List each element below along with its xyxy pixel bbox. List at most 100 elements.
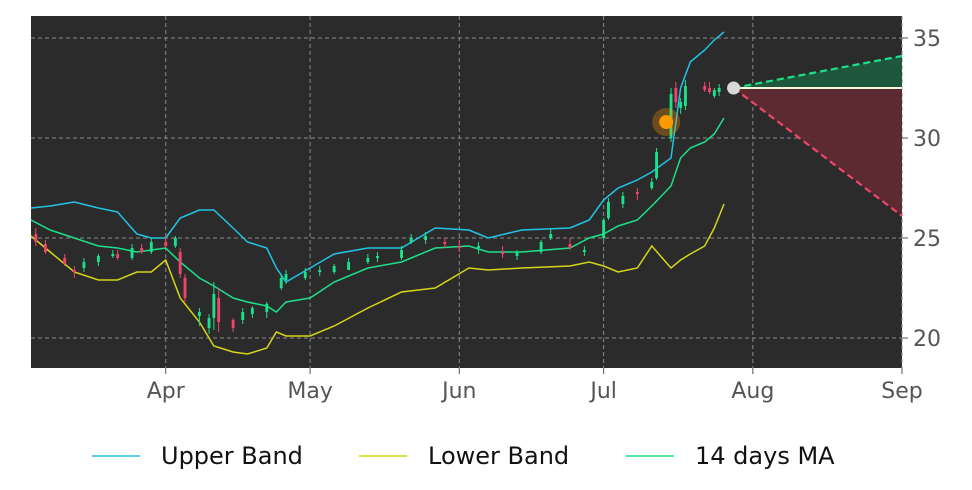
candle	[173, 236, 177, 248]
candle	[650, 178, 654, 190]
candle-body	[265, 304, 269, 312]
plot-background	[31, 16, 902, 368]
candle	[712, 88, 716, 98]
candle-body	[63, 258, 67, 264]
signal-marker	[659, 115, 674, 129]
candle-body	[409, 238, 413, 242]
candle	[424, 232, 428, 244]
candle	[708, 82, 711, 94]
candle	[443, 238, 447, 248]
upper-band-line	[30, 31, 725, 283]
candle	[679, 98, 683, 114]
forecast-start-dot	[727, 81, 741, 95]
candle	[457, 240, 461, 252]
candle	[149, 238, 153, 254]
candle	[130, 244, 134, 260]
candle-body	[477, 246, 480, 248]
candle	[207, 314, 211, 334]
y-tick-label: 25	[913, 227, 941, 252]
candle	[279, 274, 283, 290]
candle-body	[400, 250, 403, 258]
candle	[140, 244, 144, 254]
candle-body	[178, 252, 182, 274]
x-tick-label: Apr	[147, 379, 186, 404]
candle	[366, 254, 370, 264]
candle	[250, 306, 254, 318]
candle-body	[250, 308, 254, 314]
candle-body	[501, 252, 505, 254]
legend: Upper Band Lower Band 14 days MA	[92, 442, 835, 470]
candle	[568, 238, 572, 250]
candle-body	[43, 244, 47, 252]
legend-label: Lower Band	[428, 442, 569, 470]
candle	[376, 252, 379, 262]
candle-body	[347, 262, 351, 270]
candle-body	[279, 278, 283, 288]
candle-body	[708, 88, 711, 92]
axes: 20 25 30 35 Apr May Jun Jul Aug Sep	[147, 27, 941, 404]
candle	[501, 246, 505, 258]
candle-body	[712, 90, 716, 96]
forecast-upper-line	[733, 54, 903, 90]
candle-body	[602, 220, 606, 238]
forecast-upside-area	[733, 56, 902, 88]
lower-band-line	[30, 203, 725, 355]
forecast-lower-line	[732, 87, 903, 217]
candle-body	[164, 242, 168, 246]
candle-body	[539, 242, 543, 252]
candle-body	[424, 236, 428, 240]
candle	[669, 88, 673, 142]
candle-body	[82, 262, 86, 268]
candle-body	[607, 202, 610, 218]
candle-body	[303, 272, 307, 278]
candle	[63, 254, 67, 266]
candle-body	[669, 94, 673, 138]
candle-body	[650, 182, 654, 188]
candle-body	[212, 294, 216, 318]
candle	[82, 258, 86, 272]
legend-item: Upper Band	[92, 442, 303, 470]
candle-body	[183, 278, 187, 298]
candle	[197, 308, 201, 326]
candle	[96, 254, 100, 266]
candle-body	[621, 196, 625, 204]
candle-body	[635, 192, 639, 194]
candle	[212, 282, 216, 330]
candle-body	[149, 242, 153, 252]
candle-body	[582, 250, 586, 252]
x-tick-label: Jun	[440, 379, 476, 404]
candle	[72, 266, 76, 278]
candle	[347, 258, 351, 270]
x-tick-label: May	[287, 379, 332, 404]
forecast-overlay	[652, 54, 903, 217]
candle-body	[684, 86, 687, 106]
legend-item: Lower Band	[359, 442, 569, 470]
candle	[684, 80, 687, 110]
candle	[241, 308, 245, 324]
candle	[582, 246, 586, 256]
candle-body	[515, 252, 519, 256]
candle	[655, 148, 659, 180]
candle	[602, 218, 606, 240]
candle-body	[549, 234, 553, 238]
candle-body	[34, 234, 38, 242]
x-tick-label: Jul	[588, 379, 617, 404]
candle	[164, 236, 168, 248]
band-lines	[30, 31, 725, 355]
candle	[231, 318, 235, 332]
candle-body	[72, 270, 76, 272]
candle	[303, 268, 307, 280]
candle	[477, 242, 480, 254]
candle-body	[241, 312, 245, 320]
candle-body	[96, 256, 100, 262]
candle	[400, 246, 403, 260]
candle-body	[284, 274, 288, 280]
candle	[409, 234, 413, 244]
candle	[332, 264, 336, 274]
legend-item: 14 days MA	[626, 442, 835, 470]
candle-body	[318, 270, 322, 272]
candle-body	[130, 248, 134, 258]
candle-body	[376, 256, 379, 258]
candle	[635, 188, 639, 200]
